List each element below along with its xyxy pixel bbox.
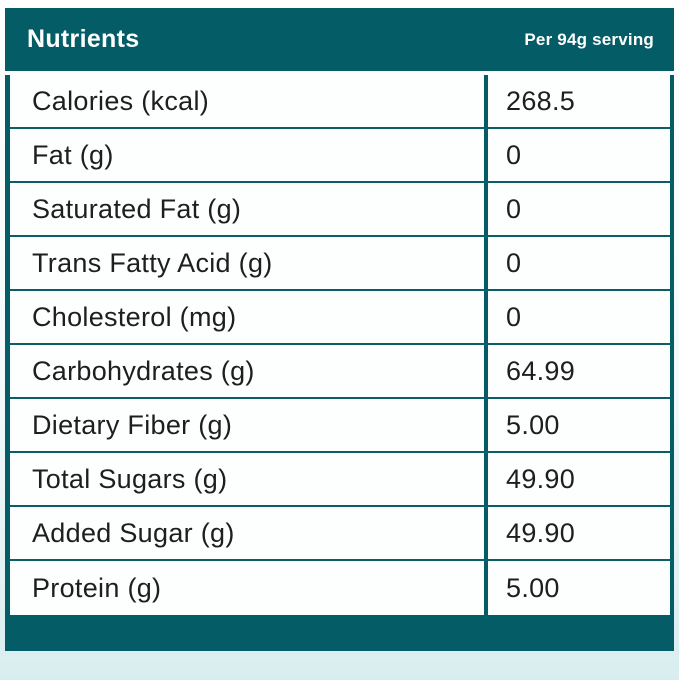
nutrient-label: Added Sugar (g) bbox=[10, 507, 488, 559]
nutrient-value: 0 bbox=[506, 301, 522, 332]
table-row: Total Sugars (g) 49.90 bbox=[10, 453, 670, 507]
nutrient-value: 64.99 bbox=[506, 355, 576, 386]
table-row: Calories (kcal) 268.5 bbox=[10, 75, 670, 129]
nutrient-value: 268.5 bbox=[506, 85, 576, 116]
nutrient-label: Protein (g) bbox=[10, 561, 488, 615]
table-header: Nutrients Per 94g serving bbox=[5, 8, 674, 71]
nutrition-facts-panel: Nutrients Per 94g serving Calories (kcal… bbox=[5, 8, 674, 651]
table-row: Saturated Fat (g) 0 bbox=[10, 183, 670, 237]
table-row: Cholesterol (mg) 0 bbox=[10, 291, 670, 345]
table-row: Protein (g) 5.00 bbox=[10, 561, 670, 615]
nutrient-value: 5.00 bbox=[506, 409, 560, 440]
nutrient-value: 0 bbox=[506, 247, 522, 278]
nutrient-value: 49.90 bbox=[506, 517, 576, 548]
nutrient-label: Saturated Fat (g) bbox=[10, 183, 488, 235]
nutrient-value: 0 bbox=[506, 193, 522, 224]
table-row: Added Sugar (g) 49.90 bbox=[10, 507, 670, 561]
nutrient-value: 5.00 bbox=[506, 572, 560, 603]
table-row: Fat (g) 0 bbox=[10, 129, 670, 183]
nutrients-table-body: Calories (kcal) 268.5 Fat (g) 0 Saturated Fa… bbox=[5, 75, 674, 615]
header-serving-size-label: Per 94g serving bbox=[524, 29, 654, 49]
nutrient-label: Trans Fatty Acid (g) bbox=[10, 237, 488, 289]
table-row: Trans Fatty Acid (g) 0 bbox=[10, 237, 670, 291]
table-row: Carbohydrates (g) 64.99 bbox=[10, 345, 670, 399]
nutrient-label: Total Sugars (g) bbox=[10, 453, 488, 505]
nutrient-label: Fat (g) bbox=[10, 129, 488, 181]
nutrient-label: Carbohydrates (g) bbox=[10, 345, 488, 397]
nutrient-label: Calories (kcal) bbox=[10, 75, 488, 127]
nutrient-value: 49.90 bbox=[506, 463, 576, 494]
table-row: Dietary Fiber (g) 5.00 bbox=[10, 399, 670, 453]
footer-bar bbox=[5, 615, 674, 651]
header-nutrients-label: Nutrients bbox=[27, 25, 140, 53]
nutrient-value: 0 bbox=[506, 139, 522, 170]
nutrient-label: Cholesterol (mg) bbox=[10, 291, 488, 343]
nutrient-label: Dietary Fiber (g) bbox=[10, 399, 488, 451]
